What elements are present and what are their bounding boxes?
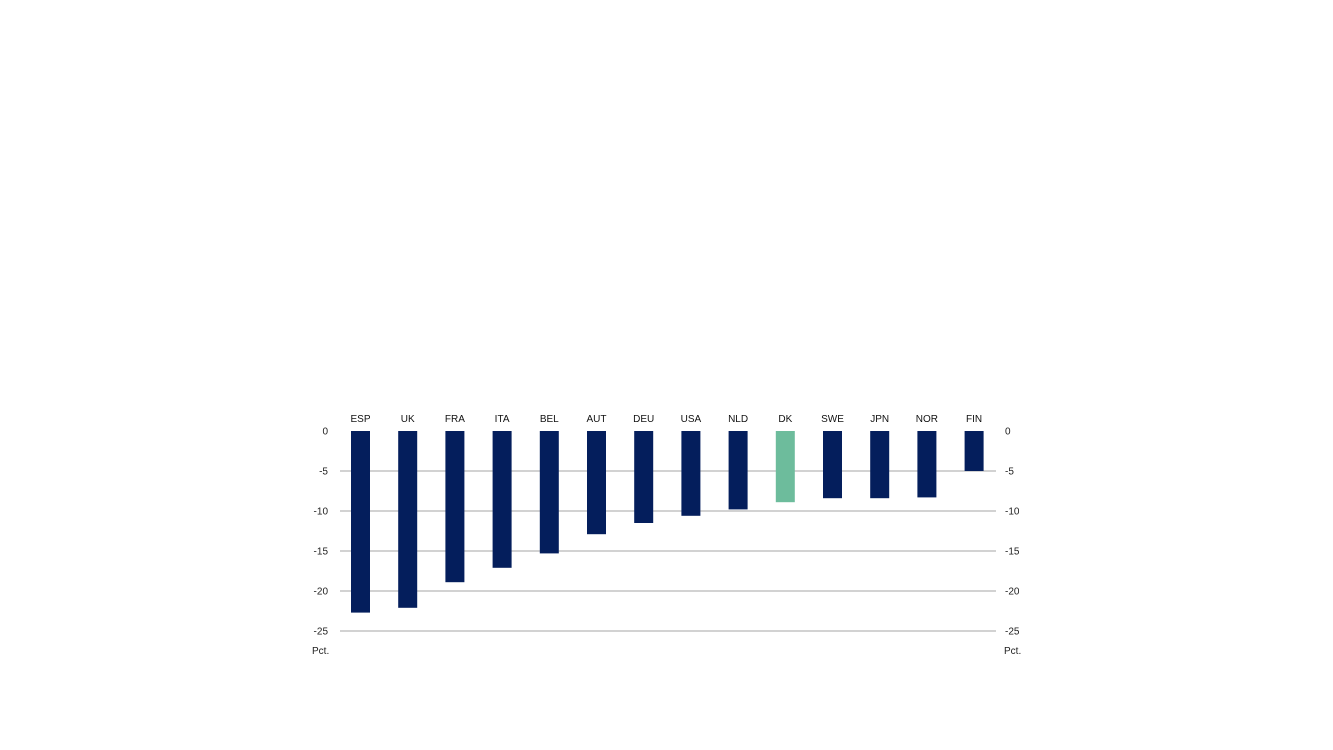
category-label-aut: AUT <box>587 414 607 425</box>
y-tick-label-right: -15 <box>1005 547 1020 558</box>
y-tick-label-left: -15 <box>314 547 329 558</box>
bar-jpn <box>870 431 890 499</box>
y-tick-label-left: -5 <box>319 467 328 478</box>
y-tick-label-right: -20 <box>1005 587 1020 598</box>
category-label-swe: SWE <box>821 414 844 425</box>
bar-usa <box>681 431 701 516</box>
category-label-jpn: JPN <box>870 414 889 425</box>
category-label-nor: NOR <box>916 414 938 425</box>
y-axis-unit-left: Pct. <box>312 646 329 657</box>
y-tick-label-left: -25 <box>314 627 329 638</box>
bar-fra <box>445 431 465 583</box>
category-label-nld: NLD <box>728 414 748 425</box>
y-tick-label-right: -5 <box>1005 467 1014 478</box>
category-label-usa: USA <box>681 414 702 425</box>
bar-ita <box>492 431 512 568</box>
bar-fin <box>964 431 984 471</box>
y-tick-label-left: 0 <box>322 427 328 438</box>
y-tick-label-right: 0 <box>1005 427 1011 438</box>
bar-aut <box>587 431 606 535</box>
bar-nld <box>728 431 748 510</box>
bar-esp <box>351 431 370 613</box>
bar-dk <box>775 431 795 503</box>
y-tick-label-right: -25 <box>1005 627 1020 638</box>
category-label-bel: BEL <box>540 414 559 425</box>
bar-deu <box>634 431 654 523</box>
y-axis-unit-right: Pct. <box>1004 646 1021 657</box>
bar-uk <box>398 431 418 608</box>
category-label-uk: UK <box>401 414 415 425</box>
bar-nor <box>917 431 937 498</box>
category-labels: ESP UK FRA ITA BEL AUT DEU USA NLD DK SWE JPN NOR FIN <box>350 414 982 425</box>
bar-bel <box>539 431 559 554</box>
category-label-dk: DK <box>778 414 792 425</box>
bars <box>351 431 984 613</box>
y-axis-ticks: 0 0 -5 -5 -10 -10 -15 -15 -20 -20 -25 -25 <box>314 427 1020 638</box>
y-tick-label-left: -10 <box>314 507 329 518</box>
gridlines <box>340 470 996 632</box>
category-label-esp: ESP <box>350 414 370 425</box>
category-label-ita: ITA <box>495 414 510 425</box>
y-tick-label-right: -10 <box>1005 507 1020 518</box>
bar-swe <box>823 431 842 499</box>
category-label-fra: FRA <box>445 414 465 425</box>
category-label-fin: FIN <box>966 414 982 425</box>
y-tick-label-left: -20 <box>314 587 329 598</box>
category-label-deu: DEU <box>633 414 654 425</box>
